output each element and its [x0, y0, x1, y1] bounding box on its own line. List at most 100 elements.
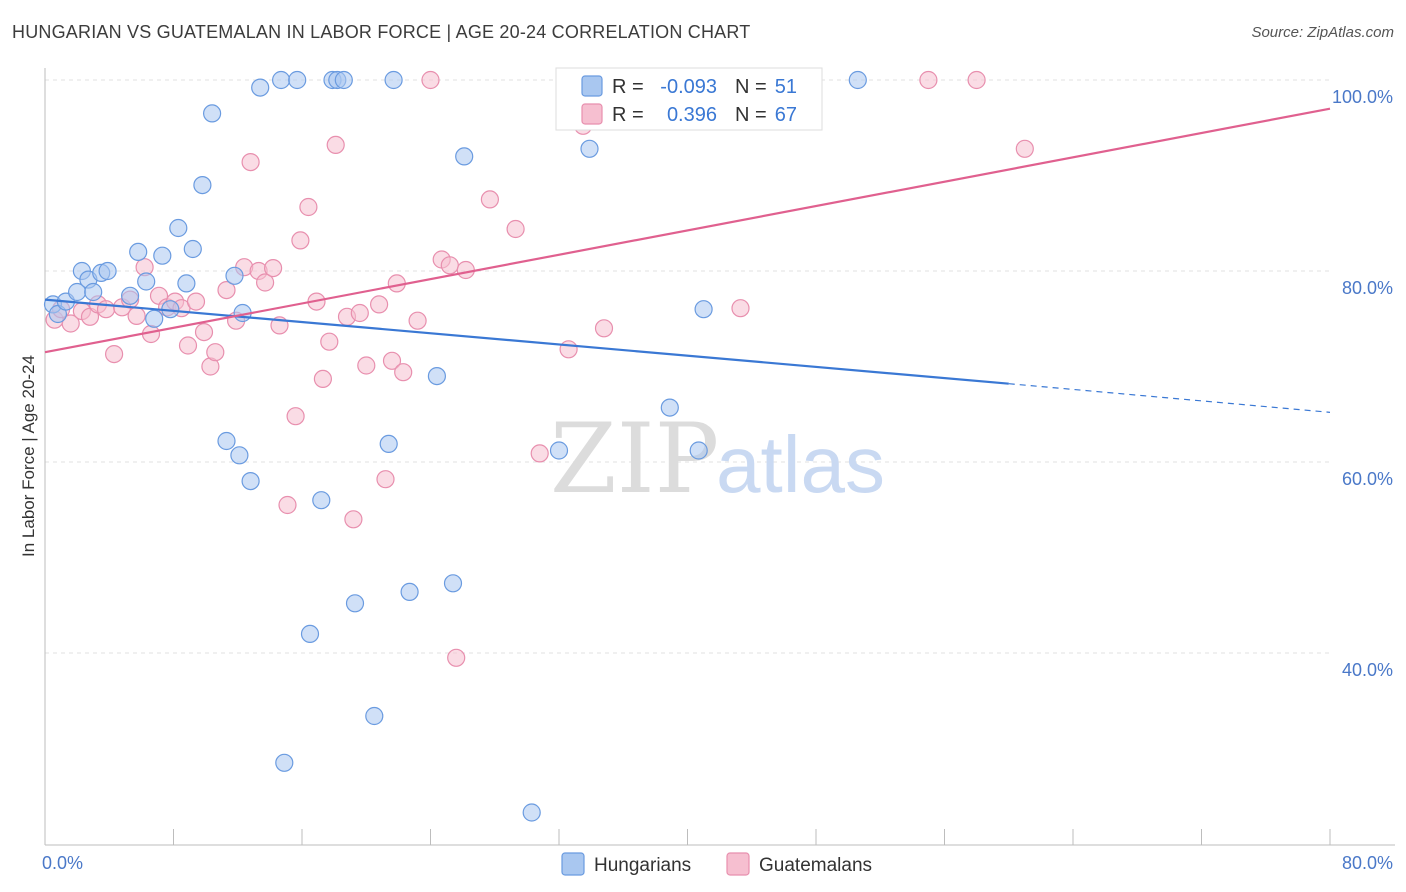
x-tick-label: 80.0%	[1342, 853, 1393, 873]
guatemalan-point	[241, 153, 260, 172]
hungarian-point	[455, 147, 474, 166]
guatemalan-point	[376, 470, 395, 489]
guatemalan-point	[1015, 139, 1034, 158]
bottom-legend-swatch-guatemalans	[726, 852, 750, 876]
hungarian-point	[241, 472, 260, 491]
hungarian-point	[137, 272, 156, 291]
hungarian-point	[345, 594, 365, 613]
hungarian-point	[225, 266, 244, 285]
watermark-atlas: atlas	[716, 420, 885, 509]
hungarian-point	[660, 398, 679, 417]
hungarian-point	[427, 367, 446, 386]
trend-lines	[44, 107, 1331, 413]
tick-labels: 40.0% 60.0% 80.0% 100.0% 0.0% 80.0%	[42, 87, 1393, 873]
source-label: Source: ZipAtlas.com	[1251, 24, 1394, 41]
hungarian-point	[84, 282, 103, 302]
hungarian-point	[549, 441, 569, 460]
legend-r-value-guatemalans: 0.396	[667, 104, 717, 126]
hungarian-point	[689, 441, 708, 460]
legend-r-value-hungarians: -0.093	[660, 76, 717, 98]
guatemalan-point	[217, 281, 236, 300]
hungarian-point	[522, 803, 541, 822]
guatemalan-point	[344, 510, 363, 529]
legend-r-label-guatemalans: R =	[612, 104, 644, 126]
bottom-legend-swatch-hungarians	[561, 852, 585, 876]
guatemalan-point	[421, 70, 440, 90]
watermark: ZIP atlas	[550, 403, 885, 515]
grid-layer	[45, 79, 1330, 654]
guatemalan-point	[394, 363, 413, 382]
hungarian-point	[251, 78, 270, 97]
hungarian-point	[400, 582, 419, 602]
guatemalan-point	[104, 345, 124, 364]
series-legend: Hungarians Guatemalans	[561, 852, 872, 876]
legend-n-label-hungarians: N =	[735, 76, 767, 98]
hungarian-point	[848, 70, 867, 90]
hungarian-point	[203, 104, 222, 123]
hungarian-point	[379, 434, 398, 453]
guatemalan-point	[194, 323, 214, 342]
guatemalan-point	[96, 300, 116, 319]
hungarian-point	[129, 242, 148, 261]
guatemalan-point	[967, 70, 986, 90]
y-tick-label: 60.0%	[1342, 469, 1393, 489]
hungarian-points	[43, 70, 867, 822]
hungarian-point	[275, 753, 294, 772]
legend-swatch-hungarians	[581, 75, 603, 97]
guatemalan-point	[350, 303, 369, 323]
guatemalan-points	[45, 70, 1034, 667]
guatemalan-point	[299, 197, 318, 217]
guatemalan-point	[178, 336, 198, 355]
hungarian-point	[334, 70, 353, 90]
guatemalan-point	[506, 219, 525, 239]
stats-legend: R = -0.093 N = 51 R = 0.396 N = 67	[555, 67, 823, 131]
x-tick-label: 0.0%	[42, 853, 83, 873]
hungarian-point	[145, 309, 164, 328]
hungarian-point	[98, 261, 117, 281]
guatemalan-point	[313, 369, 332, 388]
guatemalan-point	[264, 259, 283, 278]
guatemalan-point	[256, 273, 275, 292]
guatemalan-point	[559, 340, 578, 359]
guatemalan-point	[127, 306, 146, 325]
hungarian-trend-extension	[1008, 383, 1331, 413]
legend-r-label-hungarians: R =	[612, 76, 644, 98]
hungarian-point	[312, 491, 331, 510]
guatemalan-point	[530, 444, 549, 463]
bottom-legend-label-hungarians: Hungarians	[594, 855, 691, 876]
chart-title: HUNGARIAN VS GUATEMALAN IN LABOR FORCE |…	[12, 22, 751, 42]
guatemalan-point	[731, 299, 750, 318]
hungarian-point	[177, 274, 196, 293]
guatemalan-point	[291, 231, 310, 250]
legend-swatch-guatemalans	[581, 103, 603, 125]
legend-n-label-guatemalans: N =	[735, 104, 767, 126]
guatemalan-point	[326, 135, 345, 154]
watermark-zip: ZIP	[550, 403, 719, 515]
hungarian-point	[183, 239, 202, 259]
guatemalan-point	[382, 351, 402, 370]
y-axis-label: In Labor Force | Age 20-24	[19, 355, 38, 557]
hungarian-point	[365, 706, 384, 726]
hungarian-point	[272, 70, 291, 90]
axis-layer	[44, 68, 1395, 846]
guatemalan-point	[278, 495, 297, 515]
guatemalan-point	[480, 190, 499, 209]
hungarian-point	[300, 624, 320, 644]
guatemalan-point	[320, 332, 339, 351]
hungarian-point	[288, 70, 307, 90]
hungarian-point	[580, 139, 599, 158]
guatemalan-point	[447, 648, 466, 667]
guatemalan-point	[440, 256, 459, 275]
guatemalan-point	[357, 356, 376, 375]
guatemalan-point	[370, 295, 389, 314]
guatemalan-trend-line	[44, 107, 1331, 354]
hungarian-point	[217, 431, 236, 451]
guatemalan-point	[594, 319, 614, 338]
guatemalan-point	[456, 260, 475, 280]
hungarian-point	[384, 70, 403, 90]
y-tick-label: 100.0%	[1332, 87, 1393, 107]
hungarian-point	[694, 300, 713, 319]
hungarian-point	[230, 446, 249, 465]
hungarian-point	[169, 218, 188, 238]
